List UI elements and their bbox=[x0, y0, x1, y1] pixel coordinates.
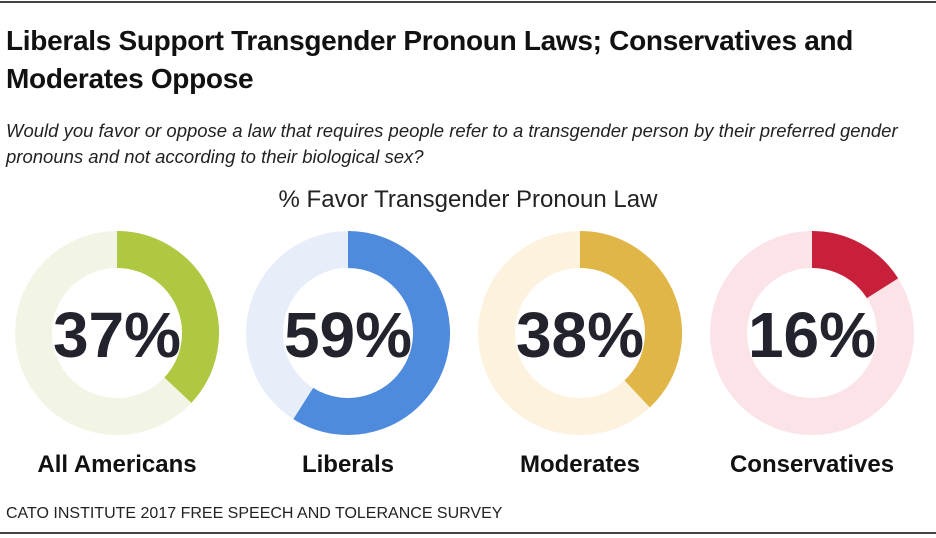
top-rule bbox=[0, 1, 936, 3]
subtitle: Would you favor or oppose a law that req… bbox=[6, 120, 898, 167]
category-label: Liberals bbox=[302, 451, 394, 478]
bottom-rule bbox=[0, 532, 936, 534]
value-label: 38% bbox=[516, 299, 644, 371]
value-label: 59% bbox=[284, 299, 412, 371]
chart-title: % Favor Transgender Pronoun Law bbox=[278, 186, 658, 213]
source-note: CATO INSTITUTE 2017 FREE SPEECH AND TOLE… bbox=[6, 505, 503, 522]
value-label: 37% bbox=[53, 299, 181, 371]
donut-segment-all-americans bbox=[116, 231, 219, 403]
value-label: 16% bbox=[748, 299, 876, 371]
category-label: All Americans bbox=[37, 451, 196, 478]
page-title: Liberals Support Transgender Pronoun Law… bbox=[6, 25, 854, 94]
category-label: Conservatives bbox=[730, 451, 894, 478]
category-label: Moderates bbox=[520, 451, 640, 478]
donut-segment-moderates bbox=[579, 231, 682, 408]
donut-segment-conservatives bbox=[811, 231, 899, 299]
donut-segment-liberals bbox=[293, 231, 450, 435]
